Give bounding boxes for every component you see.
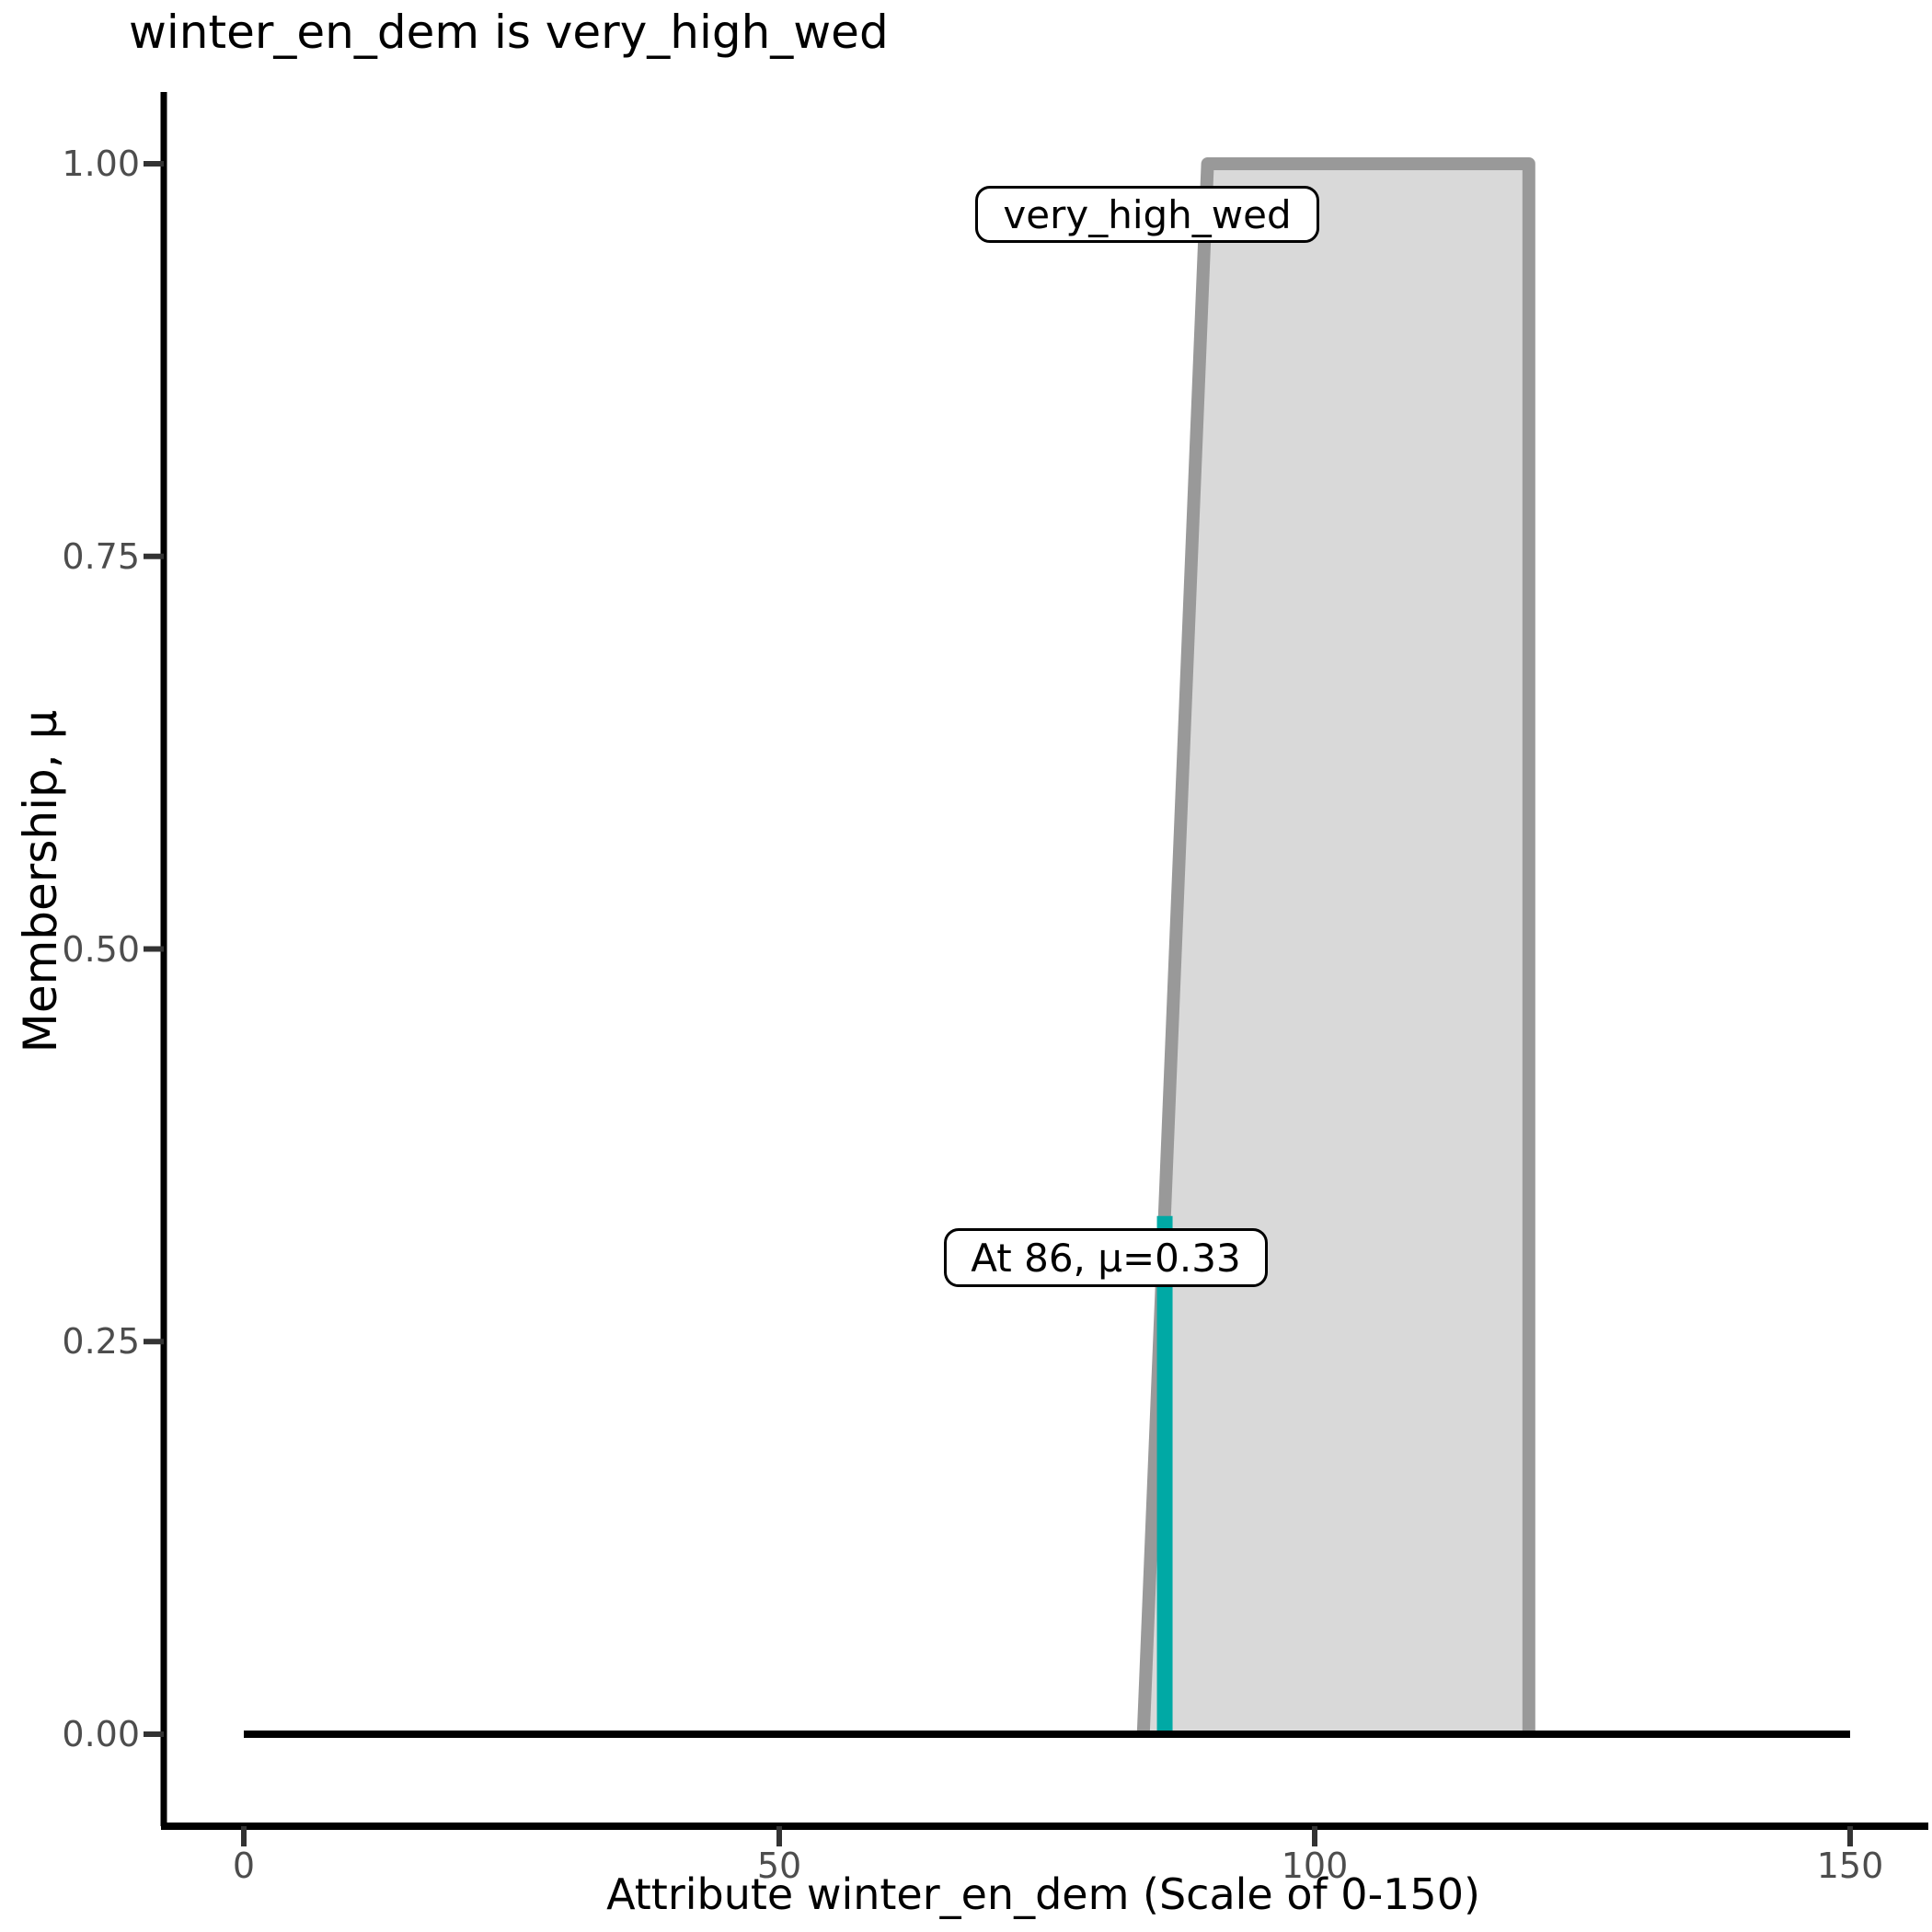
membership-outline xyxy=(1136,157,1535,1735)
membership-value-annotation: At 86, μ=0.33 xyxy=(944,1228,1268,1287)
x-tick-label: 0 xyxy=(232,1846,256,1886)
x-tick-label: 150 xyxy=(1816,1846,1884,1886)
y-tick-label: 0.75 xyxy=(62,535,140,577)
y-tick-label: 0.50 xyxy=(62,928,140,970)
y-tick-label: 1.00 xyxy=(62,144,140,184)
y-axis-label: Membership, μ xyxy=(14,709,67,1053)
set-name-annotation: very_high_wed xyxy=(975,186,1319,243)
y-tick-label: 0.00 xyxy=(62,1714,140,1754)
x-tick-label: 100 xyxy=(1281,1846,1349,1886)
x-axis-label: Attribute winter_en_dem (Scale of 0-150) xyxy=(606,1869,1480,1919)
membership-area-fill xyxy=(1143,164,1529,1734)
y-tick-label: 0.25 xyxy=(62,1321,140,1363)
x-tick-label: 50 xyxy=(756,1846,802,1886)
chart-title: winter_en_dem is very_high_wed xyxy=(129,6,889,59)
